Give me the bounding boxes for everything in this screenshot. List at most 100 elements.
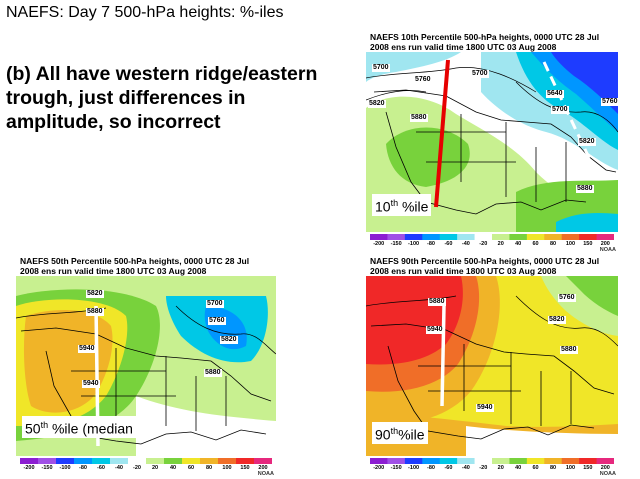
colorbar-tick-label: 40 <box>515 465 522 471</box>
contour-label: 5820 <box>578 138 596 146</box>
colorbar-tick-label: 20 <box>497 241 504 247</box>
colorbar-swatch <box>492 458 510 464</box>
panel-50th-percentile: NAEFS 50th Percentile 500-hPa heights, 0… <box>16 254 276 477</box>
colorbar-swatch <box>387 458 406 464</box>
colorbar-tick-label: 150 <box>240 465 250 471</box>
map-10th-percentile <box>366 52 618 232</box>
panel-label-suffix: th <box>390 426 399 436</box>
colorbar-swatch <box>474 234 493 240</box>
colorbar-swatch <box>596 458 614 464</box>
panel-label-suffix: th <box>390 198 399 208</box>
panel-header-line1: NAEFS 10th Percentile 500-hPa heights, 0… <box>370 32 600 42</box>
colorbar-swatch <box>236 458 255 464</box>
colorbar-tick-label: -40 <box>115 465 123 471</box>
colorbar-swatch <box>370 234 388 240</box>
colorbar-tick-label: 80 <box>549 241 557 247</box>
panel-label-suffix: th <box>40 420 49 430</box>
contour-label: 5820 <box>368 100 386 108</box>
colorbar-tick-label: -100 <box>408 465 420 471</box>
contour-label: 5880 <box>576 185 594 193</box>
colorbar-swatch <box>254 458 272 464</box>
colorbar-swatch <box>146 458 165 464</box>
colorbar-swatch <box>526 234 545 240</box>
colorbar-swatch <box>544 234 563 240</box>
contour-label: 5880 <box>204 369 222 377</box>
noaa-credit: NOAA <box>257 471 274 477</box>
colorbar-tick-label: -200 <box>373 241 385 247</box>
colorbar-swatch <box>596 234 614 240</box>
colorbar-tick-label: -60 <box>444 241 453 247</box>
colorbar-tick-label: 20 <box>497 465 504 471</box>
contour-label: 5820 <box>548 316 566 324</box>
panel-label-text: %ile <box>398 198 429 215</box>
colorbar-swatch <box>561 234 580 240</box>
colorbar-tick-label: 150 <box>583 241 593 247</box>
colorbar-swatch <box>74 458 93 464</box>
panel-header-line2: 2008 ens run valid time 1800 UTC 03 Aug … <box>20 266 207 276</box>
colorbar-tick-label: 200 <box>600 465 610 471</box>
colorbar-tick-label: -60 <box>444 465 453 471</box>
colorbar-tick-label: -150 <box>390 465 402 471</box>
colorbar-tick-label: -200 <box>23 465 35 471</box>
colorbar-tick-label: -80 <box>427 241 435 247</box>
colorbar-tick-label: -20 <box>479 465 488 471</box>
colorbar-swatch <box>526 458 545 464</box>
colorbar-swatch <box>422 234 441 240</box>
contour-label: 5640 <box>546 90 564 98</box>
colorbar-scale <box>370 234 614 240</box>
contour-label: 5700 <box>551 106 569 114</box>
colorbar-swatch <box>164 458 183 464</box>
colorbar-tick-label: 150 <box>583 465 593 471</box>
contour-label: 5700 <box>372 64 390 72</box>
panel-header: NAEFS 10th Percentile 500-hPa heights, 0… <box>370 32 599 52</box>
colorbar-swatch <box>439 458 458 464</box>
colorbar-swatch <box>404 458 423 464</box>
noaa-credit: NOAA <box>599 471 616 477</box>
colorbar-tick-label: -100 <box>59 465 71 471</box>
panel-label: 50th %ile (median <box>22 416 136 438</box>
colorbar-tick-label: 40 <box>169 465 177 471</box>
colorbar-tick-label: -40 <box>461 465 470 471</box>
colorbar-tick-label: 80 <box>549 465 557 471</box>
colorbar-swatch <box>218 458 237 464</box>
contour-label: 5880 <box>86 308 104 316</box>
colorbar-swatch <box>20 458 39 464</box>
colorbar-swatch <box>561 458 580 464</box>
colorbar-swatch <box>579 458 598 464</box>
colorbar-swatch <box>457 234 476 240</box>
colorbar-tick-label: -150 <box>390 241 402 247</box>
colorbar-swatch <box>422 458 441 464</box>
contour-label: 5760 <box>558 294 576 302</box>
colorbar-swatch <box>56 458 75 464</box>
contour-label: 5940 <box>78 345 96 353</box>
statement-text: (b) All have western ridge/eastern troug… <box>6 63 318 133</box>
colorbar-scale <box>370 458 614 464</box>
colorbar-tick-label: 20 <box>151 465 159 471</box>
contour-label: 5700 <box>471 70 489 78</box>
colorbar-tick-label: 100 <box>565 241 576 247</box>
colorbar-tick-label: 80 <box>205 465 213 471</box>
colorbar-swatch <box>509 458 528 464</box>
contour-label: 5940 <box>426 326 444 334</box>
colorbar-swatch <box>128 458 147 464</box>
colorbar-tick-label: -100 <box>408 241 420 247</box>
colorbar-tick-label: 100 <box>565 465 576 471</box>
contour-label: 5700 <box>206 300 224 308</box>
colorbar-tick-label: 100 <box>222 465 232 471</box>
colorbar-tick-label: 60 <box>532 241 539 247</box>
colorbar-tick-label: 60 <box>532 465 539 471</box>
panel-header: NAEFS 50th Percentile 500-hPa heights, 0… <box>20 256 249 276</box>
panel-label-text: %ile (median <box>48 420 133 437</box>
colorbar-swatch <box>110 458 129 464</box>
colorbar-tick-label: -20 <box>479 241 488 247</box>
contour-label: 5820 <box>86 290 104 298</box>
colorbar-swatch <box>370 458 388 464</box>
panel-10th-percentile: NAEFS 10th Percentile 500-hPa heights, 0… <box>366 30 619 253</box>
panel-label: 90th%ile <box>372 422 428 444</box>
contour-label: 5940 <box>476 404 494 412</box>
contour-label: 5760 <box>414 76 432 84</box>
panel-90th-percentile: NAEFS 90th Percentile 500-hPa heights, 0… <box>366 254 618 477</box>
colorbar-tick-label: 200 <box>258 465 268 471</box>
colorbar-swatch <box>544 458 563 464</box>
colorbar-tick-label: -200 <box>373 465 385 471</box>
